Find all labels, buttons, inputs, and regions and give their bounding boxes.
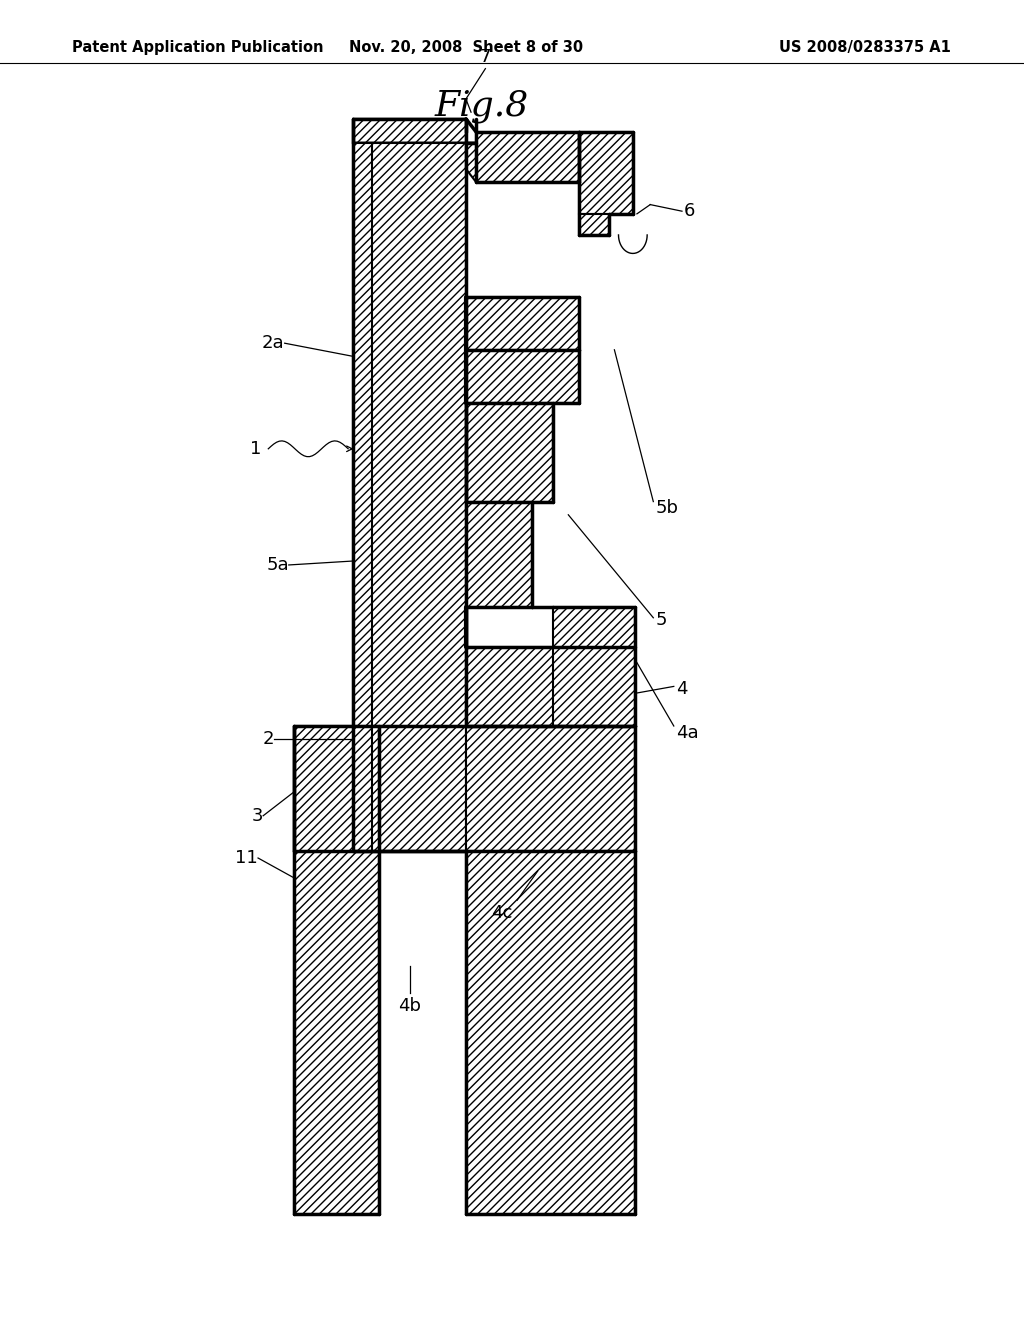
Text: US 2008/0283375 A1: US 2008/0283375 A1 xyxy=(779,40,951,55)
Text: 1: 1 xyxy=(250,440,261,458)
Polygon shape xyxy=(466,726,635,851)
Text: 3: 3 xyxy=(252,807,263,825)
Text: 2: 2 xyxy=(263,730,274,748)
Text: 5a: 5a xyxy=(266,556,289,574)
Polygon shape xyxy=(353,119,476,182)
Text: 4c: 4c xyxy=(492,904,512,923)
Text: 5: 5 xyxy=(655,611,667,630)
Text: 11: 11 xyxy=(236,849,258,867)
Polygon shape xyxy=(553,607,635,726)
Text: Patent Application Publication: Patent Application Publication xyxy=(72,40,324,55)
Polygon shape xyxy=(466,297,579,350)
Polygon shape xyxy=(466,851,635,1214)
Polygon shape xyxy=(466,350,579,403)
Polygon shape xyxy=(353,143,466,851)
Polygon shape xyxy=(466,403,553,502)
Text: 4: 4 xyxy=(676,680,687,698)
Text: Nov. 20, 2008  Sheet 8 of 30: Nov. 20, 2008 Sheet 8 of 30 xyxy=(349,40,583,55)
Text: 6: 6 xyxy=(684,202,695,220)
Text: Fig.8: Fig.8 xyxy=(434,88,528,123)
Polygon shape xyxy=(466,647,635,726)
Polygon shape xyxy=(294,726,379,1214)
Polygon shape xyxy=(579,132,633,214)
Polygon shape xyxy=(579,214,609,235)
Text: 5b: 5b xyxy=(655,499,678,517)
Text: 4a: 4a xyxy=(676,723,698,742)
Polygon shape xyxy=(294,726,466,851)
Text: 7: 7 xyxy=(479,48,492,66)
Text: 4b: 4b xyxy=(398,997,421,1015)
Polygon shape xyxy=(466,502,532,607)
Text: 2a: 2a xyxy=(262,334,285,352)
Polygon shape xyxy=(476,132,579,182)
